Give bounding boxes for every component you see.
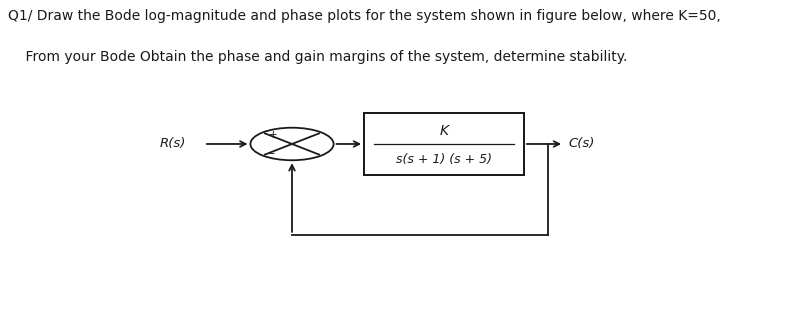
Text: Q1/ Draw the Bode log-magnitude and phase plots for the system shown in figure b: Q1/ Draw the Bode log-magnitude and phas… bbox=[8, 9, 721, 23]
Text: −: − bbox=[267, 149, 275, 159]
Text: R(s): R(s) bbox=[160, 137, 186, 151]
FancyBboxPatch shape bbox=[364, 113, 524, 175]
Text: C(s): C(s) bbox=[568, 137, 594, 151]
Text: From your Bode Obtain the phase and gain margins of the system, determine stabil: From your Bode Obtain the phase and gain… bbox=[8, 50, 627, 64]
Text: s(s + 1) (s + 5): s(s + 1) (s + 5) bbox=[396, 153, 492, 166]
Text: K: K bbox=[439, 125, 449, 138]
Text: +: + bbox=[269, 130, 278, 140]
